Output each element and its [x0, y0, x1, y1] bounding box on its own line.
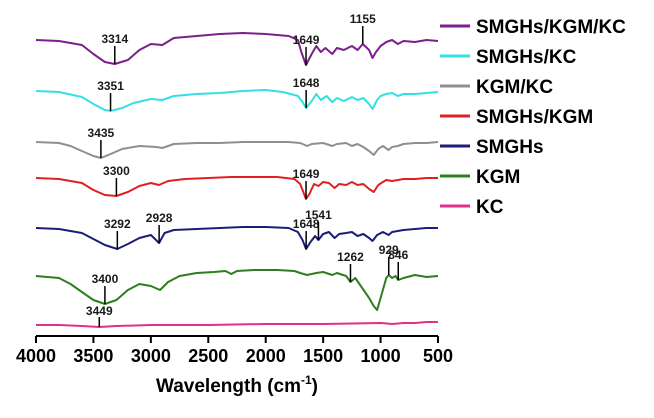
peak-smghs-kc-1648-label: 1648: [293, 76, 320, 90]
series-line-smghs: [35, 226, 438, 250]
legend: SMGHs/KGM/KC SMGHs/KC KGM/KC SMGHs/KGM SMGHs…: [440, 17, 626, 218]
peak-smghs-kgm-3300-label: 3300: [103, 164, 130, 178]
peak-smghs-2928-label: 2928: [146, 211, 173, 225]
series-line-kgm: [35, 269, 439, 311]
x-axis-title-main: Wavelength (cm: [156, 376, 301, 397]
x-tick-label-4000: 4000: [16, 346, 56, 366]
legend-label-kgm-kc: KGM/KC: [476, 77, 553, 98]
series-line-smghs-kgm: [35, 176, 438, 200]
peak-smghs-kc-3351-label: 3351: [97, 79, 124, 93]
x-tick-label-1500: 1500: [303, 346, 343, 366]
peak-kgm-3400-label: 3400: [92, 272, 119, 286]
x-axis-title-sup: -1: [301, 373, 312, 387]
series-line-smghs-kc: [35, 89, 439, 112]
x-axis-title-close: ): [312, 376, 318, 397]
peak-smghs-kgm-kc-1155-label: 1155: [350, 12, 376, 26]
x-axis-title: Wavelength (cm-1): [156, 373, 318, 397]
peak-smghs-kgm-kc-3314-label: 3314: [101, 32, 128, 46]
x-tick-label-3000: 3000: [131, 346, 171, 366]
x-tick-label-2000: 2000: [246, 346, 286, 366]
peak-kgm-kc-3435-label: 3435: [88, 126, 115, 140]
peak-smghs-kgm-kc-1649-label: 1649: [293, 33, 320, 47]
legend-label-smghs: SMGHs: [476, 137, 544, 158]
peak-smghs-1541-label: 1541: [305, 208, 332, 222]
x-tick-label-1000: 1000: [361, 346, 401, 366]
peak-kgm-1262-label: 1262: [337, 250, 364, 264]
peak-kc-3449-label: 3449: [86, 304, 113, 318]
peak-smghs-kgm-1649-label: 1649: [293, 167, 320, 181]
series-line-smghs-kgm-kc: [35, 32, 439, 66]
legend-label-kgm: KGM: [476, 167, 520, 188]
x-tick-label-2500: 2500: [188, 346, 228, 366]
x-axis: 4000 3500 3000 2500 2000 1500 1000 500: [16, 335, 453, 366]
peak-smghs-3292-label: 3292: [104, 217, 131, 231]
plot-area: 3314 1649 1155 3351 1648 3435 3300 1649 3292 2928…: [35, 12, 439, 328]
series-line-kc: [36, 321, 438, 328]
peak-smghs-1648-label: 1648: [293, 217, 320, 231]
x-tick-label-500: 500: [423, 346, 453, 366]
legend-label-smghs-kgm: SMGHs/KGM: [476, 107, 593, 128]
x-tick-label-3500: 3500: [73, 346, 113, 366]
legend-label-smghs-kc: SMGHs/KC: [476, 47, 577, 68]
peak-kgm-929-label: 929: [379, 243, 399, 257]
legend-label-smghs-kgm-kc: SMGHs/KGM/KC: [476, 17, 626, 38]
legend-label-kc: KC: [476, 197, 504, 218]
series-line-kgm-kc: [35, 141, 439, 159]
peak-kgm-846-label: 846: [388, 248, 408, 262]
